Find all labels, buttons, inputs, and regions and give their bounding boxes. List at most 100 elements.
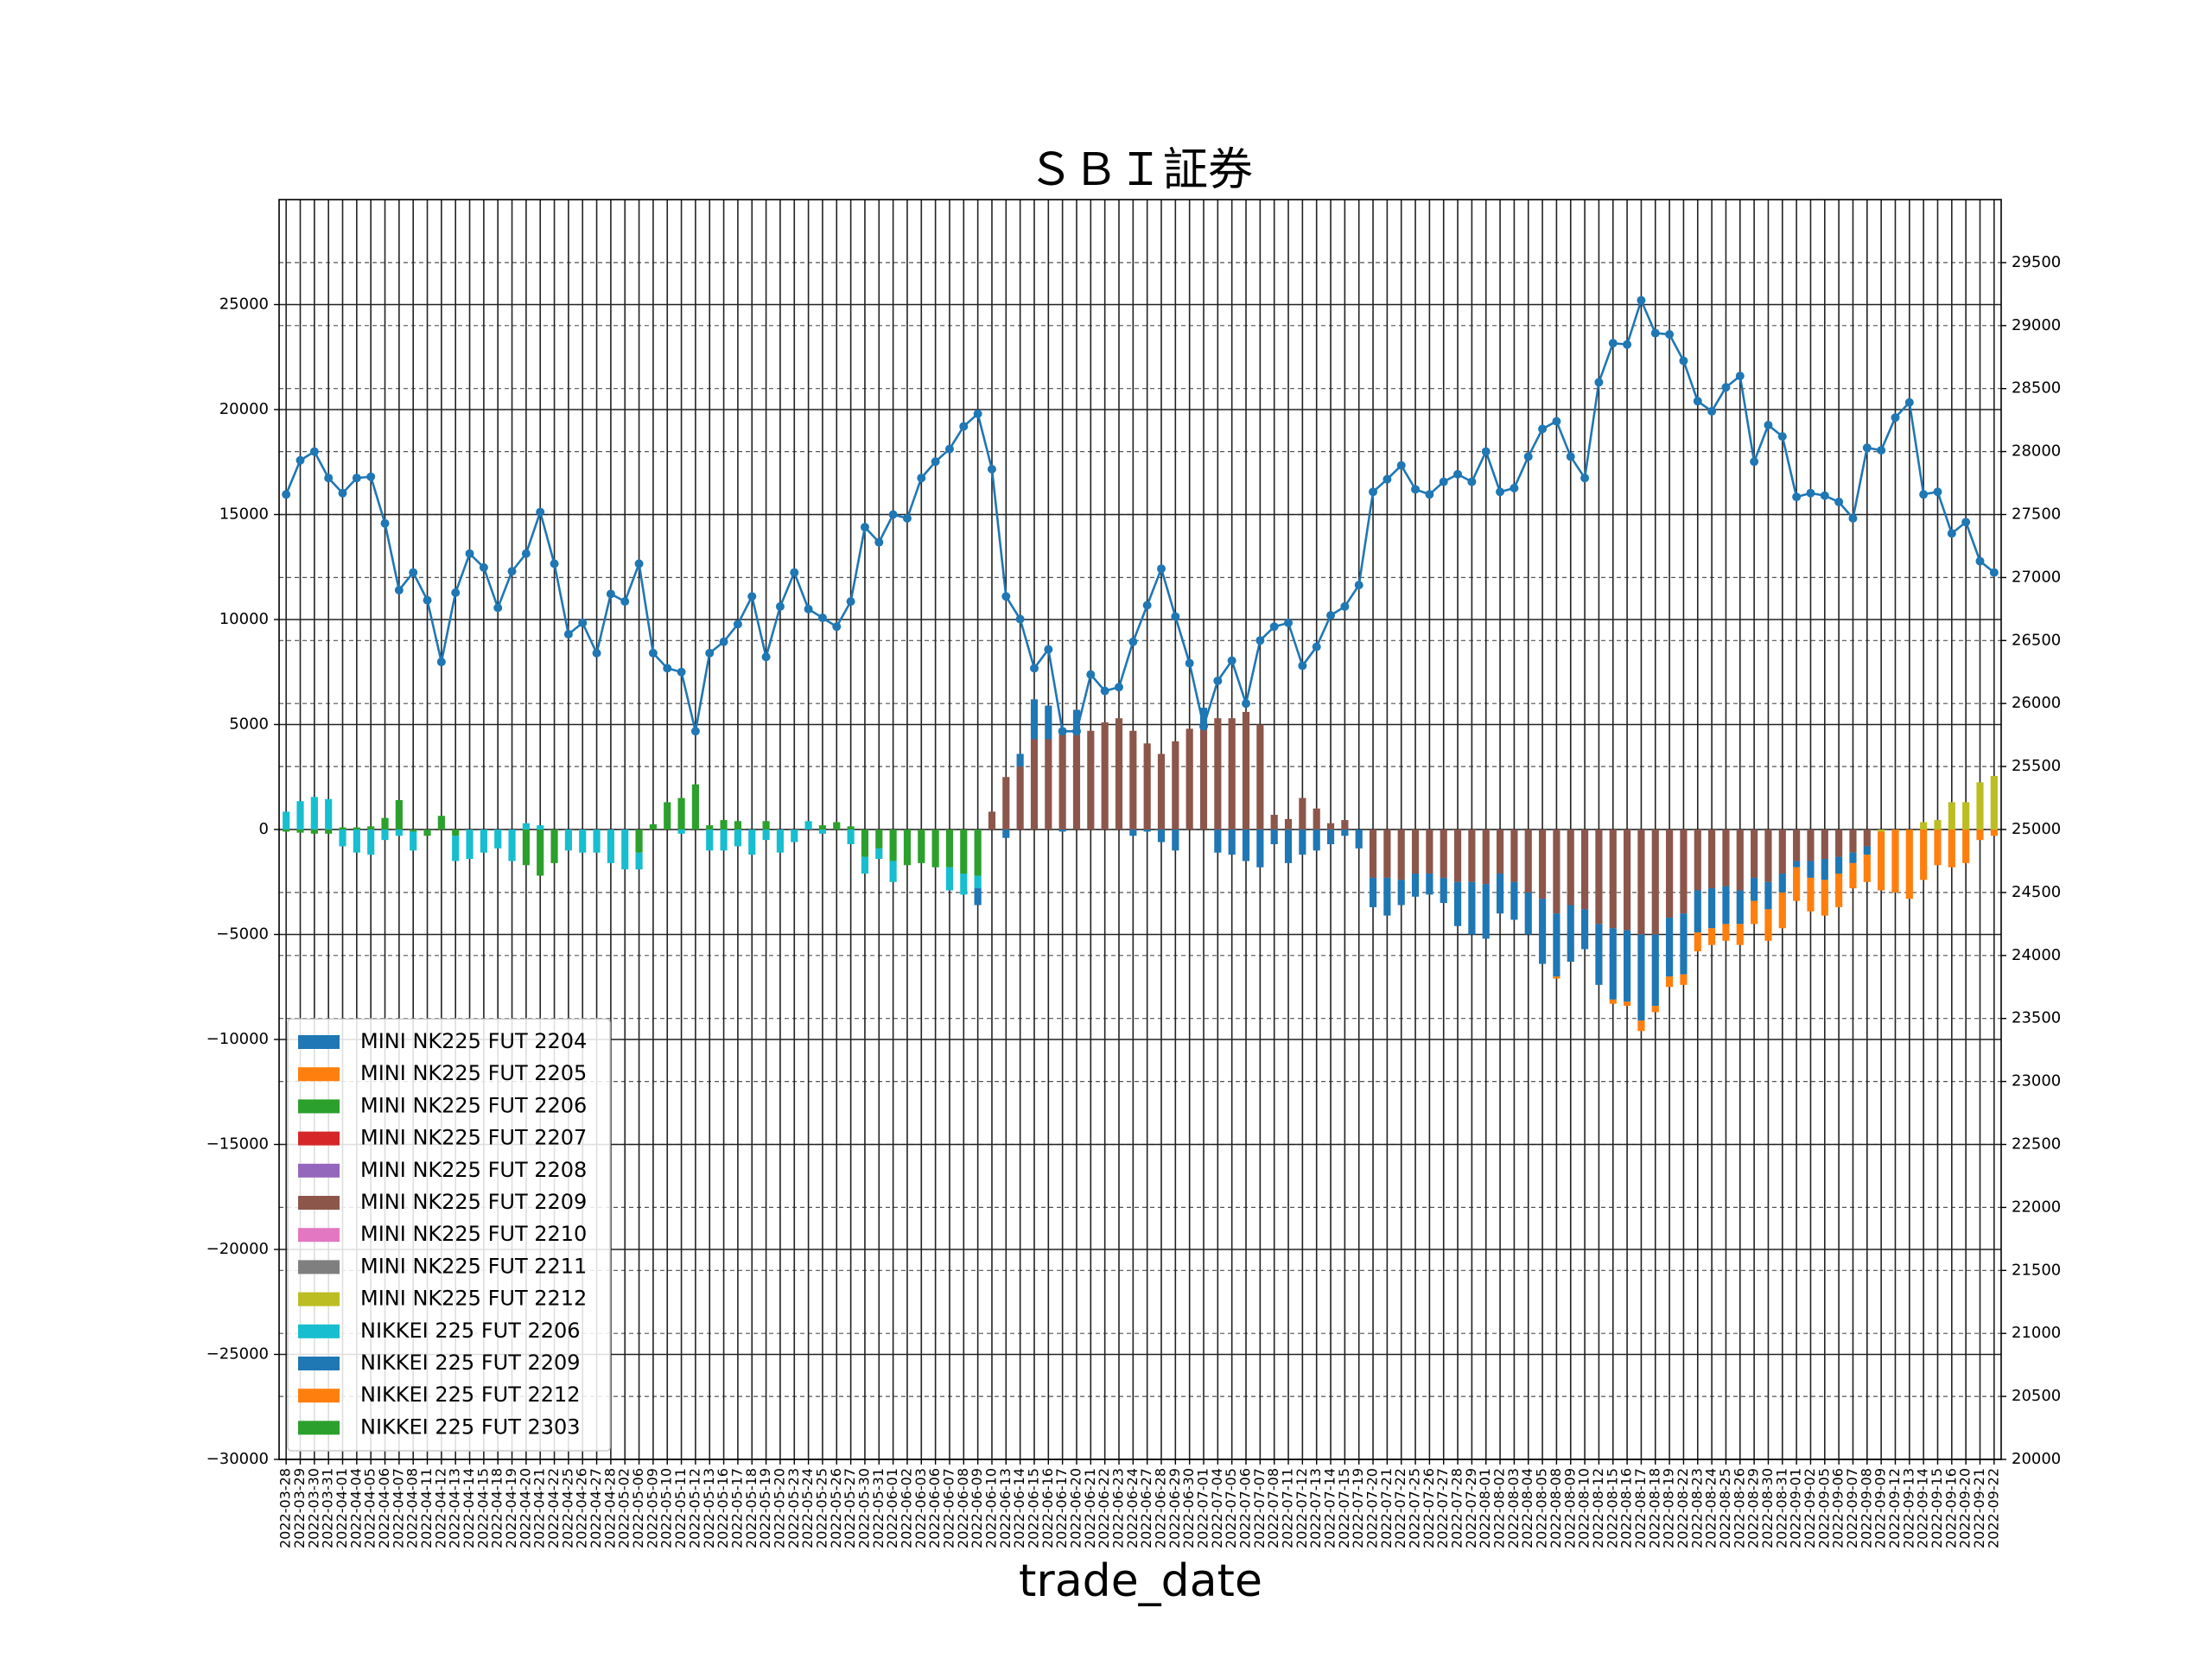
bar (1242, 830, 1250, 861)
line-marker (804, 604, 813, 613)
bar (1948, 802, 1955, 830)
legend-label: MINI NK225 FUT 2204 (360, 1029, 587, 1053)
bar (339, 827, 346, 830)
x-tick-label: 2022-07-15 (1336, 1468, 1352, 1548)
bar (1764, 909, 1772, 941)
legend-label: NIKKEI 225 FUT 2212 (360, 1382, 581, 1407)
y2-tick-label: 21000 (2012, 1324, 2061, 1342)
y2-tick-label: 22000 (2012, 1198, 2061, 1216)
x-tick-label: 2022-04-05 (362, 1468, 378, 1548)
bar (1637, 830, 1645, 935)
line-marker (1510, 483, 1519, 493)
x-tick-label: 2022-07-11 (1280, 1468, 1296, 1548)
bar (1072, 734, 1081, 830)
bar (522, 823, 530, 830)
bar (1214, 718, 1222, 830)
bar (1383, 830, 1391, 878)
bar (918, 830, 925, 863)
x-tick-label: 2022-06-06 (926, 1468, 943, 1548)
bar (1496, 874, 1504, 914)
x-tick-label: 2022-06-01 (884, 1468, 900, 1548)
x-tick-label: 2022-08-18 (1646, 1468, 1662, 1548)
line-marker (1933, 487, 1942, 497)
x-tick-label: 2022-05-10 (658, 1468, 675, 1548)
bar (1694, 932, 1701, 951)
bar (706, 825, 714, 830)
bar (974, 830, 982, 876)
bar (847, 826, 855, 830)
line-marker (1213, 676, 1223, 685)
bar (621, 830, 629, 870)
bar (664, 802, 671, 830)
bar (1426, 874, 1433, 895)
bar (1821, 859, 1828, 880)
line-marker (1284, 618, 1294, 627)
bar (1624, 1001, 1631, 1007)
bar (1764, 830, 1772, 882)
y2-tick-label: 25500 (2012, 757, 2061, 775)
bar (1624, 930, 1631, 1002)
bar (1440, 877, 1447, 904)
bar (1595, 924, 1603, 985)
x-tick-label: 2022-04-01 (334, 1468, 350, 1548)
bar (1722, 924, 1730, 941)
bar (1228, 718, 1236, 830)
x-tick-label: 2022-06-02 (898, 1468, 914, 1548)
bar (1878, 830, 1885, 832)
x-tick-label: 2022-07-13 (1307, 1468, 1324, 1548)
x-tick-label: 2022-06-09 (969, 1468, 985, 1548)
bar (1524, 892, 1532, 935)
x-tick-label: 2022-05-17 (728, 1468, 745, 1548)
line-marker (380, 518, 390, 528)
line-marker (1015, 614, 1025, 624)
x-tick-label: 2022-08-17 (1632, 1468, 1649, 1548)
line-marker (973, 409, 982, 418)
bar (1002, 777, 1010, 830)
bar (423, 830, 431, 836)
x-tick-label: 2022-06-24 (1124, 1468, 1141, 1548)
line-marker (1777, 432, 1787, 442)
bar (1510, 830, 1518, 882)
bar (861, 830, 869, 857)
x-tick-label: 2022-06-10 (982, 1468, 999, 1548)
bar (607, 830, 614, 863)
bar (1807, 877, 1815, 912)
legend-box (287, 1018, 611, 1452)
bar (1778, 892, 1786, 929)
line-marker (1862, 443, 1872, 453)
bar (537, 830, 544, 876)
legend-label: MINI NK225 FUT 2212 (360, 1287, 587, 1311)
x-tick-label: 2022-03-29 (291, 1468, 308, 1548)
y2-tick-label: 23000 (2012, 1072, 2061, 1090)
line-marker (1650, 328, 1660, 338)
line-marker (1128, 637, 1138, 646)
x-tick-label: 2022-08-12 (1590, 1468, 1606, 1548)
bar (1962, 830, 1970, 863)
bar (1807, 861, 1815, 878)
bar (508, 830, 516, 861)
x-tick-label: 2022-04-26 (574, 1468, 590, 1548)
bar (1736, 830, 1744, 891)
x-tick-label: 2022-05-26 (828, 1468, 844, 1548)
x-tick-label: 2022-05-18 (743, 1468, 760, 1548)
x-tick-label: 2022-04-06 (376, 1468, 392, 1548)
y2-tick-label: 22500 (2012, 1135, 2061, 1154)
bar (296, 830, 304, 833)
bar (1453, 881, 1462, 926)
x-tick-label: 2022-03-28 (277, 1468, 294, 1548)
bar (1849, 852, 1857, 863)
bar (1807, 830, 1815, 861)
line-marker (1848, 513, 1858, 523)
bar (931, 830, 939, 868)
x-tick-label: 2022-09-15 (1929, 1468, 1945, 1548)
x-tick-label: 2022-04-12 (432, 1468, 448, 1548)
bar (875, 848, 883, 860)
bar (1751, 830, 1758, 878)
legend-swatch (298, 1099, 340, 1114)
x-tick-label: 2022-05-06 (630, 1468, 646, 1548)
bar (381, 830, 389, 841)
bar (762, 830, 770, 841)
bar (1270, 814, 1278, 830)
bar (522, 830, 530, 866)
bar (960, 874, 968, 895)
